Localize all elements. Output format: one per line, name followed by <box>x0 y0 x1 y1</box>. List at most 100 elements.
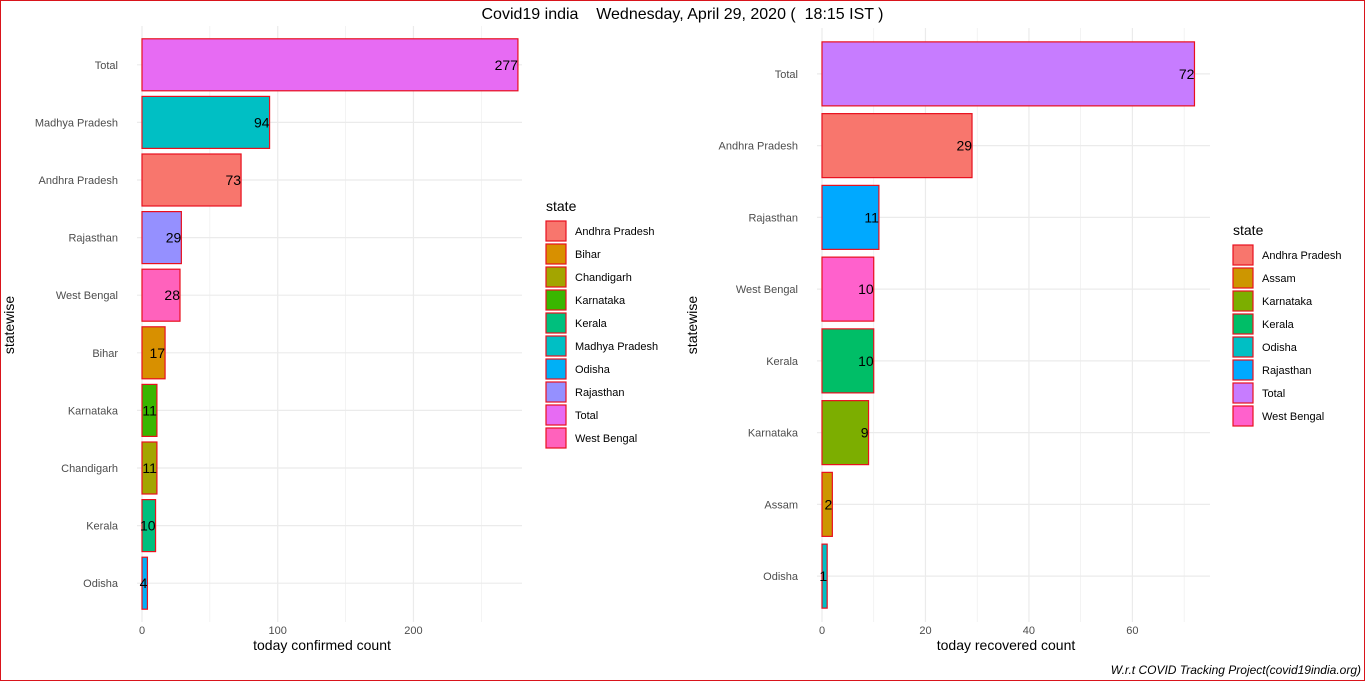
data-label: 10 <box>140 518 156 534</box>
y-axis-title: statewise <box>1 296 17 355</box>
legend-label: Total <box>575 410 598 422</box>
y-tick-label: West Bengal <box>56 290 118 302</box>
bar <box>821 471 833 537</box>
legend-swatch <box>545 381 567 403</box>
y-tick-label: Kerala <box>86 521 119 533</box>
y-tick-label: Total <box>95 60 118 72</box>
legend-swatch <box>1232 244 1254 266</box>
x-tick-label: 0 <box>139 625 145 637</box>
data-label: 10 <box>858 281 874 297</box>
data-label: 10 <box>858 353 874 369</box>
legend-label: Total <box>1262 388 1285 400</box>
legend-swatch <box>545 358 567 380</box>
bar <box>141 326 166 380</box>
legend-swatch <box>545 289 567 311</box>
y-tick-label: West Bengal <box>736 284 798 296</box>
bar <box>141 211 182 265</box>
legend-label: Karnataka <box>575 295 626 307</box>
x-tick-label: 40 <box>1023 625 1035 637</box>
bar <box>141 441 158 495</box>
y-tick-label: Odisha <box>763 571 799 583</box>
legend-title: state <box>1233 222 1264 238</box>
data-label: 72 <box>1179 66 1195 82</box>
legend-swatch <box>1232 267 1254 289</box>
bar <box>141 38 519 92</box>
y-tick-label: Andhra Pradesh <box>39 175 119 187</box>
data-label: 28 <box>164 287 180 303</box>
y-tick-label: Bihar <box>92 348 118 360</box>
bar <box>141 153 242 207</box>
legend-swatch <box>1232 290 1254 312</box>
y-tick-label: Karnataka <box>748 428 799 440</box>
y-tick-label: Chandigarh <box>61 463 118 475</box>
legend-label: West Bengal <box>1262 411 1324 423</box>
data-label: 9 <box>861 425 869 441</box>
legend-swatch <box>1232 336 1254 358</box>
legend-label: Odisha <box>575 364 611 376</box>
legend-label: Andhra Pradesh <box>1262 250 1342 262</box>
data-label: 29 <box>956 138 972 154</box>
data-label: 11 <box>142 402 157 418</box>
legend-swatch <box>545 427 567 449</box>
legend-label: Rajasthan <box>1262 365 1312 377</box>
data-label: 1 <box>819 568 827 584</box>
x-tick-label: 60 <box>1126 625 1138 637</box>
data-label: 11 <box>142 460 157 476</box>
x-tick-label: 100 <box>269 625 287 637</box>
data-label: 29 <box>166 230 182 246</box>
bar <box>141 268 181 322</box>
bar <box>821 543 828 609</box>
y-tick-label: Odisha <box>83 578 119 590</box>
x-axis-title: today recovered count <box>937 637 1076 653</box>
y-tick-label: Assam <box>764 499 798 511</box>
legend-swatch <box>1232 313 1254 335</box>
data-label: 277 <box>495 57 519 73</box>
legend-swatch <box>545 243 567 265</box>
legend-label: Bihar <box>575 249 601 261</box>
legend-label: Kerala <box>575 318 608 330</box>
bar <box>821 328 875 394</box>
legend-label: Chandigarh <box>575 272 632 284</box>
legend-label: Assam <box>1262 273 1296 285</box>
x-tick-label: 0 <box>819 625 825 637</box>
y-tick-label: Madhya Pradesh <box>35 117 118 129</box>
legend-swatch <box>1232 405 1254 427</box>
data-label: 94 <box>254 114 270 130</box>
legend-label: Karnataka <box>1262 296 1313 308</box>
bar <box>821 41 1196 107</box>
bar <box>141 383 158 437</box>
data-label: 17 <box>149 345 165 361</box>
y-axis-title: statewise <box>684 296 700 355</box>
legend-label: Odisha <box>1262 342 1298 354</box>
bar <box>821 184 880 250</box>
source-caption: W.r.t COVID Tracking Project(covid19indi… <box>1110 663 1361 677</box>
legend-swatch <box>1232 359 1254 381</box>
y-tick-label: Andhra Pradesh <box>719 141 799 153</box>
chart-title: Covid19 india Wednesday, April 29, 2020 … <box>481 6 884 23</box>
legend-swatch <box>1232 382 1254 404</box>
y-tick-label: Karnataka <box>68 405 119 417</box>
legend-label: Rajasthan <box>575 387 625 399</box>
x-tick-label: 200 <box>404 625 422 637</box>
data-label: 4 <box>140 575 148 591</box>
data-label: 73 <box>225 172 241 188</box>
bar <box>821 400 870 466</box>
legend-label: Andhra Pradesh <box>575 226 655 238</box>
x-tick-label: 20 <box>919 625 931 637</box>
bar <box>141 499 157 553</box>
y-tick-label: Rajasthan <box>68 233 118 245</box>
data-label: 11 <box>864 209 879 225</box>
x-axis-title: today confirmed count <box>253 637 391 653</box>
bar <box>821 113 973 179</box>
bar <box>141 556 149 610</box>
legend-label: Kerala <box>1262 319 1295 331</box>
y-tick-label: Total <box>775 69 798 81</box>
legend-swatch <box>545 312 567 334</box>
legend-swatch <box>545 266 567 288</box>
legend-label: West Bengal <box>575 433 637 445</box>
legend-swatch <box>545 404 567 426</box>
legend-swatch <box>545 335 567 357</box>
legend-label: Madhya Pradesh <box>575 341 658 353</box>
